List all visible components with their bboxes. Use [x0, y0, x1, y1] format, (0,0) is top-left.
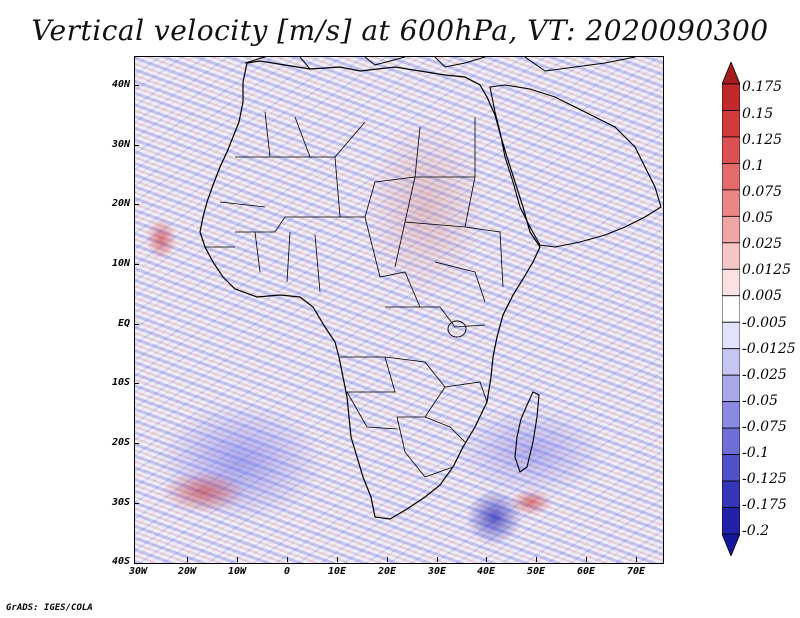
lon-tick: [337, 557, 338, 562]
lon-label-30w: 30W: [128, 566, 148, 577]
lat-label-20n: 20N: [111, 198, 130, 209]
lat-tick: [134, 145, 139, 146]
colorbar-label: 0.175: [742, 79, 783, 95]
lat-label-30s: 30S: [111, 497, 130, 508]
colorbar-segment: [722, 215, 740, 244]
lon-tick: [536, 557, 537, 562]
lat-tick: [134, 85, 139, 86]
colorbar-label: 0.15: [742, 106, 774, 122]
lon-label-40e: 40E: [476, 566, 496, 577]
colorbar-segment: [722, 321, 740, 350]
lat-tick: [134, 204, 139, 205]
colorbar-segment: [722, 454, 740, 482]
colorbar-label: -0.175: [742, 497, 787, 513]
lake-victoria: [447, 320, 467, 338]
colorbar: [722, 62, 740, 556]
colorbar-segment: [722, 480, 740, 508]
lat-label-20s: 20S: [111, 437, 130, 448]
colorbar-segment: [722, 268, 740, 297]
lon-tick: [486, 557, 487, 562]
colorbar-label: -0.075: [742, 419, 787, 435]
lon-label-30e: 30E: [427, 566, 447, 577]
africa-coastline: [199, 60, 541, 520]
colorbar-segment: [722, 348, 740, 376]
lon-label-60e: 60E: [576, 566, 596, 577]
colorbar-label: 0.05: [742, 210, 774, 226]
colorbar-label: -0.0125: [742, 341, 796, 357]
lon-tick: [586, 557, 587, 562]
madagascar-coastline: [514, 391, 540, 473]
lon-label-20w: 20W: [177, 566, 197, 577]
arabia-coastline: [489, 84, 662, 248]
lat-tick: [134, 383, 139, 384]
colorbar-label: -0.05: [742, 393, 778, 409]
lon-tick: [187, 557, 188, 562]
lon-label-70e: 70E: [626, 566, 646, 577]
europe-coastline: [244, 57, 636, 72]
colorbar-label: 0.005: [742, 288, 783, 304]
lon-label-20e: 20E: [377, 566, 397, 577]
colorbar-label: 0.075: [742, 184, 783, 200]
lon-tick: [287, 557, 288, 562]
lon-tick: [636, 557, 637, 562]
lon-tick: [237, 557, 238, 562]
lon-label-10e: 10E: [327, 566, 347, 577]
lat-label-10n: 10N: [111, 258, 130, 269]
colorbar-label: -0.2: [742, 523, 769, 539]
colorbar-segment: [722, 136, 740, 164]
lat-tick: [134, 503, 139, 504]
lon-tick: [387, 557, 388, 562]
colorbar-label: -0.005: [742, 315, 787, 331]
colorbar-segment: [722, 533, 740, 556]
lat-tick: [134, 443, 139, 444]
colorbar-segments: [722, 62, 740, 556]
colorbar-segment: [722, 189, 740, 217]
colorbar-label: 0.0125: [742, 262, 791, 278]
lat-label-40n: 40N: [111, 79, 130, 90]
colorbar-label: -0.025: [742, 367, 787, 383]
lat-label-30n: 30N: [111, 139, 130, 150]
colorbar-segment: [722, 242, 740, 270]
lat-tick: [134, 324, 139, 325]
colorbar-segment: [722, 374, 740, 403]
grads-credit: GrADS: IGES/COLA: [6, 603, 93, 613]
colorbar-segment: [722, 163, 740, 191]
colorbar-label: -0.125: [742, 471, 787, 487]
colorbar-label: 0.1: [742, 158, 765, 174]
colorbar-label: 0.125: [742, 132, 783, 148]
lon-label-10w: 10W: [227, 566, 247, 577]
lat-label-40s: 40S: [111, 556, 130, 567]
colorbar-label: -0.1: [742, 445, 769, 461]
lon-label-0: 0: [283, 566, 291, 577]
colorbar-segment: [722, 295, 740, 323]
lon-tick: [437, 557, 438, 562]
map-title: Vertical velocity [m/s] at 600hPa, VT: 2…: [31, 14, 769, 47]
colorbar-label: 0.025: [742, 236, 783, 252]
coastline-overlay: [199, 57, 662, 520]
lat-tick: [134, 264, 139, 265]
map-plot-area: [134, 56, 664, 564]
colorbar-segment: [722, 507, 740, 535]
colorbar-segment: [722, 401, 740, 429]
colorbar-segment: [722, 427, 740, 455]
colorbar-segment: [722, 83, 740, 111]
colorbar-segment: [722, 110, 740, 138]
colorbar-segment: [722, 62, 740, 85]
lon-label-50e: 50E: [526, 566, 546, 577]
lat-label-10s: 10S: [111, 377, 130, 388]
country-borders: [205, 111, 504, 478]
lat-label-eq: EQ: [117, 318, 130, 329]
